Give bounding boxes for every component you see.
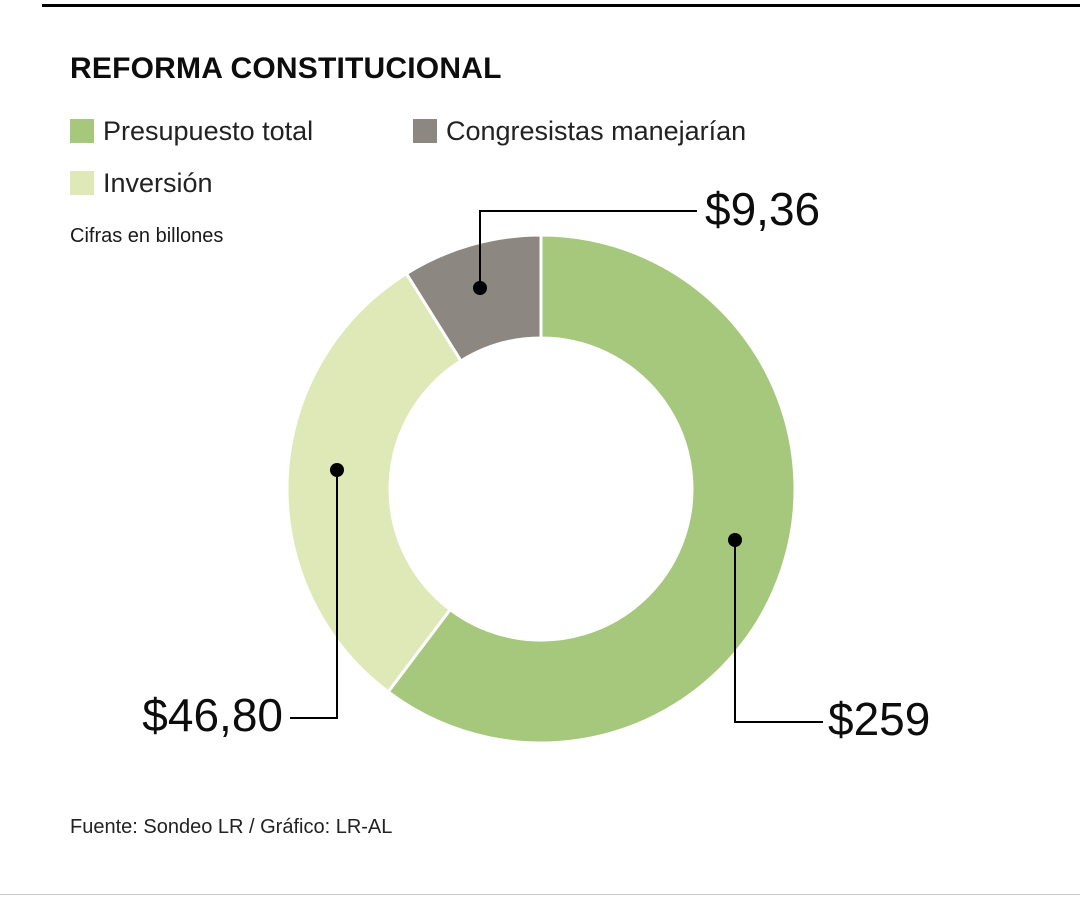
legend-swatch-lightgreen — [70, 171, 94, 195]
bottom-rule — [0, 894, 1080, 895]
top-rule — [42, 4, 1080, 7]
legend-swatch-green — [70, 119, 94, 143]
leader-line-inversion — [290, 470, 338, 719]
value-label-inversion: $46,80 — [142, 689, 283, 741]
legend-swatch-gray — [413, 119, 437, 143]
leader-dot-presupuesto-total — [728, 533, 742, 547]
legend-item-presupuesto-total: Presupuesto total — [70, 116, 313, 146]
legend-item-inversion: Inversión — [70, 168, 213, 198]
chart-title: REFORMA CONSTITUCIONAL — [70, 52, 502, 85]
slice-inversion — [285, 272, 463, 694]
unit-note: Cifras en billones — [70, 225, 224, 247]
leader-line-congresistas — [479, 210, 697, 288]
legend-label: Inversión — [103, 167, 213, 198]
legend-label: Congresistas manejarían — [446, 115, 747, 146]
leader-dot-inversion — [330, 463, 344, 477]
legend-item-congresistas: Congresistas manejarían — [413, 116, 746, 146]
slice-presupuesto-total — [386, 233, 797, 745]
value-label-presupuesto-total: $259 — [828, 693, 931, 745]
leader-line-presupuesto-total — [734, 540, 823, 723]
leader-dot-congresistas — [473, 281, 487, 295]
source-credit: Fuente: Sondeo LR / Gráfico: LR-AL — [70, 816, 393, 838]
value-label-congresistas: $9,36 — [705, 183, 821, 235]
slice-congresistas-manejarian — [404, 233, 543, 363]
legend-label: Presupuesto total — [103, 115, 314, 146]
